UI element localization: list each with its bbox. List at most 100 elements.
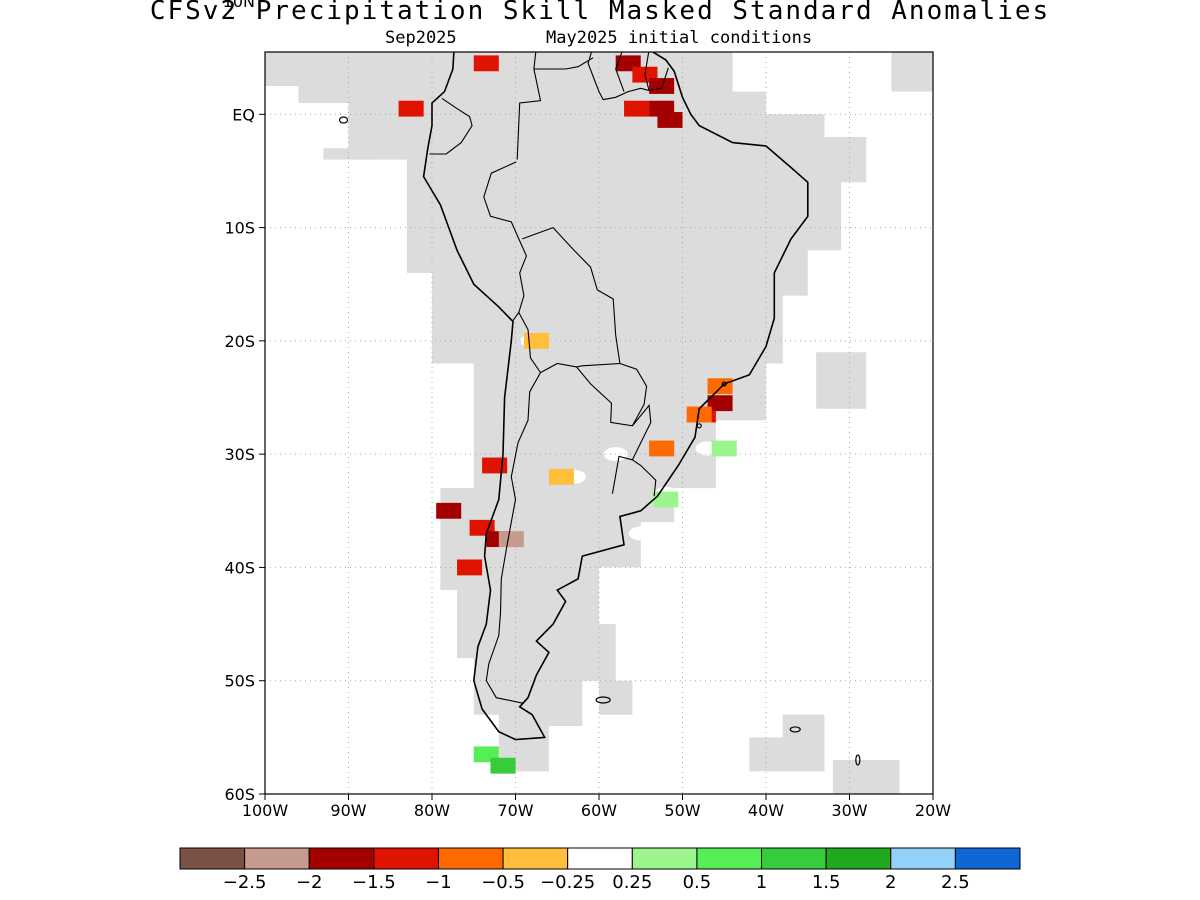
anomaly-cell — [711, 440, 737, 457]
lon-tick-label: 80W — [414, 801, 450, 820]
anomaly-cell — [649, 78, 675, 94]
anomaly-cell — [624, 100, 650, 117]
colorbar-label: −1.5 — [351, 872, 396, 893]
anomaly-cell — [490, 757, 516, 774]
central-america-caribbean-coast — [361, 0, 457, 16]
skill-mask-region — [265, 52, 391, 86]
anomaly-cell — [457, 559, 483, 576]
unmasked-area — [628, 526, 653, 541]
anomaly-cell — [398, 100, 424, 117]
anomaly-cell — [482, 10, 507, 26]
country-border — [485, 312, 542, 704]
skill-mask-region — [816, 352, 867, 409]
colorbar-swatch — [244, 847, 310, 870]
graticule — [265, 52, 933, 794]
skill-mask-region — [549, 0, 649, 24]
map-title: CFSv2 Precipitation Skill Masked Standar… — [149, 0, 1051, 26]
country-border — [516, 52, 542, 160]
lon-tick-label: 40W — [748, 801, 784, 820]
central-america-pacific-coast — [357, 0, 451, 21]
colorbar-swatch — [761, 847, 827, 870]
anomaly-cell — [498, 531, 524, 548]
colorbar-label: 1 — [755, 872, 768, 893]
lon-tick-label: 70W — [497, 801, 533, 820]
colorbar-label: 0.25 — [612, 872, 653, 893]
lat-tick-label: EQ — [232, 105, 255, 124]
country-border — [483, 161, 527, 322]
lon-tick-label: 60W — [581, 801, 617, 820]
colorbar-label: 0.5 — [682, 872, 712, 893]
colorbar-label: −1 — [425, 872, 452, 893]
country-border — [587, 52, 669, 101]
colorbar-swatch — [502, 847, 569, 870]
country-border — [522, 226, 621, 374]
lat-tick-label: 10N — [223, 0, 255, 11]
lat-tick-label: 40S — [224, 558, 255, 577]
colorbar — [179, 847, 1021, 870]
colorbar-swatch — [308, 847, 375, 870]
lat-tick-label: 20S — [224, 332, 255, 351]
colorbar-swatch — [825, 847, 892, 870]
colorbar-swatch — [954, 847, 1021, 870]
lat-tick-label: 50S — [224, 672, 255, 691]
anomaly-cell — [707, 378, 733, 395]
colorbar-swatch — [437, 847, 504, 870]
skill-mask-region — [566, 24, 633, 52]
country-border — [533, 57, 594, 70]
anomaly-layer — [398, 10, 737, 774]
lon-tick-label: 90W — [330, 801, 366, 820]
island-outline — [855, 754, 861, 766]
colorbar-label: 1.5 — [811, 872, 841, 893]
lon-tick-label: 20W — [915, 801, 951, 820]
skill-mask-region — [832, 760, 900, 794]
colorbar-swatch — [696, 847, 763, 870]
country-border — [644, 52, 650, 91]
anomaly-cell — [707, 395, 733, 412]
lat-tick-label: 30S — [224, 445, 255, 464]
colorbar-label: −0.5 — [481, 872, 525, 893]
colorbar-swatch — [373, 847, 439, 870]
lon-tick-label: 100W — [242, 801, 289, 820]
skill-mask-layer — [265, 0, 933, 794]
skill-mask-region — [891, 52, 933, 92]
colorbar-label: −2.5 — [222, 872, 267, 893]
anomaly-cell — [482, 457, 508, 474]
island-outline — [595, 696, 611, 704]
colorbar-label: −0.25 — [540, 872, 596, 893]
valid-month-label: Sep2025 — [385, 28, 457, 48]
colorbar-swatch — [631, 847, 698, 870]
anomaly-cell — [649, 440, 675, 457]
country-border — [611, 404, 652, 494]
anomaly-cell — [548, 468, 574, 485]
skill-mask-region — [782, 714, 825, 749]
island-outline — [789, 726, 801, 733]
lon-tick-label: 30W — [831, 801, 867, 820]
lat-tick-label: 10S — [224, 219, 255, 238]
anomaly-cell — [436, 502, 462, 519]
country-border — [429, 97, 473, 155]
skill-mask-region — [348, 52, 867, 772]
skill-mask-region — [348, 80, 399, 154]
anomaly-cell — [657, 112, 683, 128]
anomaly-cell — [653, 491, 679, 508]
island-outline — [338, 116, 349, 124]
colorbar-swatch — [567, 847, 633, 870]
axis-ticks: 100W 90W 80W 70W 60W 50W 40W 30W 20W 10N EQ 10S 20S 3… — [223, 0, 952, 820]
island-outline — [696, 423, 702, 429]
south-america-coastline — [422, 52, 809, 741]
lon-tick-label: 50W — [664, 801, 700, 820]
colorbar-label: 2.5 — [941, 872, 970, 893]
anomaly-cell — [686, 406, 712, 423]
colorbar-label: −2 — [295, 872, 323, 893]
skill-mask-region — [599, 680, 633, 715]
country-border — [615, 52, 625, 92]
anomaly-cell — [523, 332, 549, 349]
initial-conditions-label: May2025 initial conditions — [546, 28, 813, 48]
lat-tick-label: 60S — [224, 785, 255, 804]
colorbar-swatch — [890, 847, 956, 870]
colorbar-swatch — [179, 847, 246, 870]
island-outline — [721, 381, 727, 387]
anomaly-cell — [473, 55, 499, 72]
country-border — [632, 459, 657, 497]
